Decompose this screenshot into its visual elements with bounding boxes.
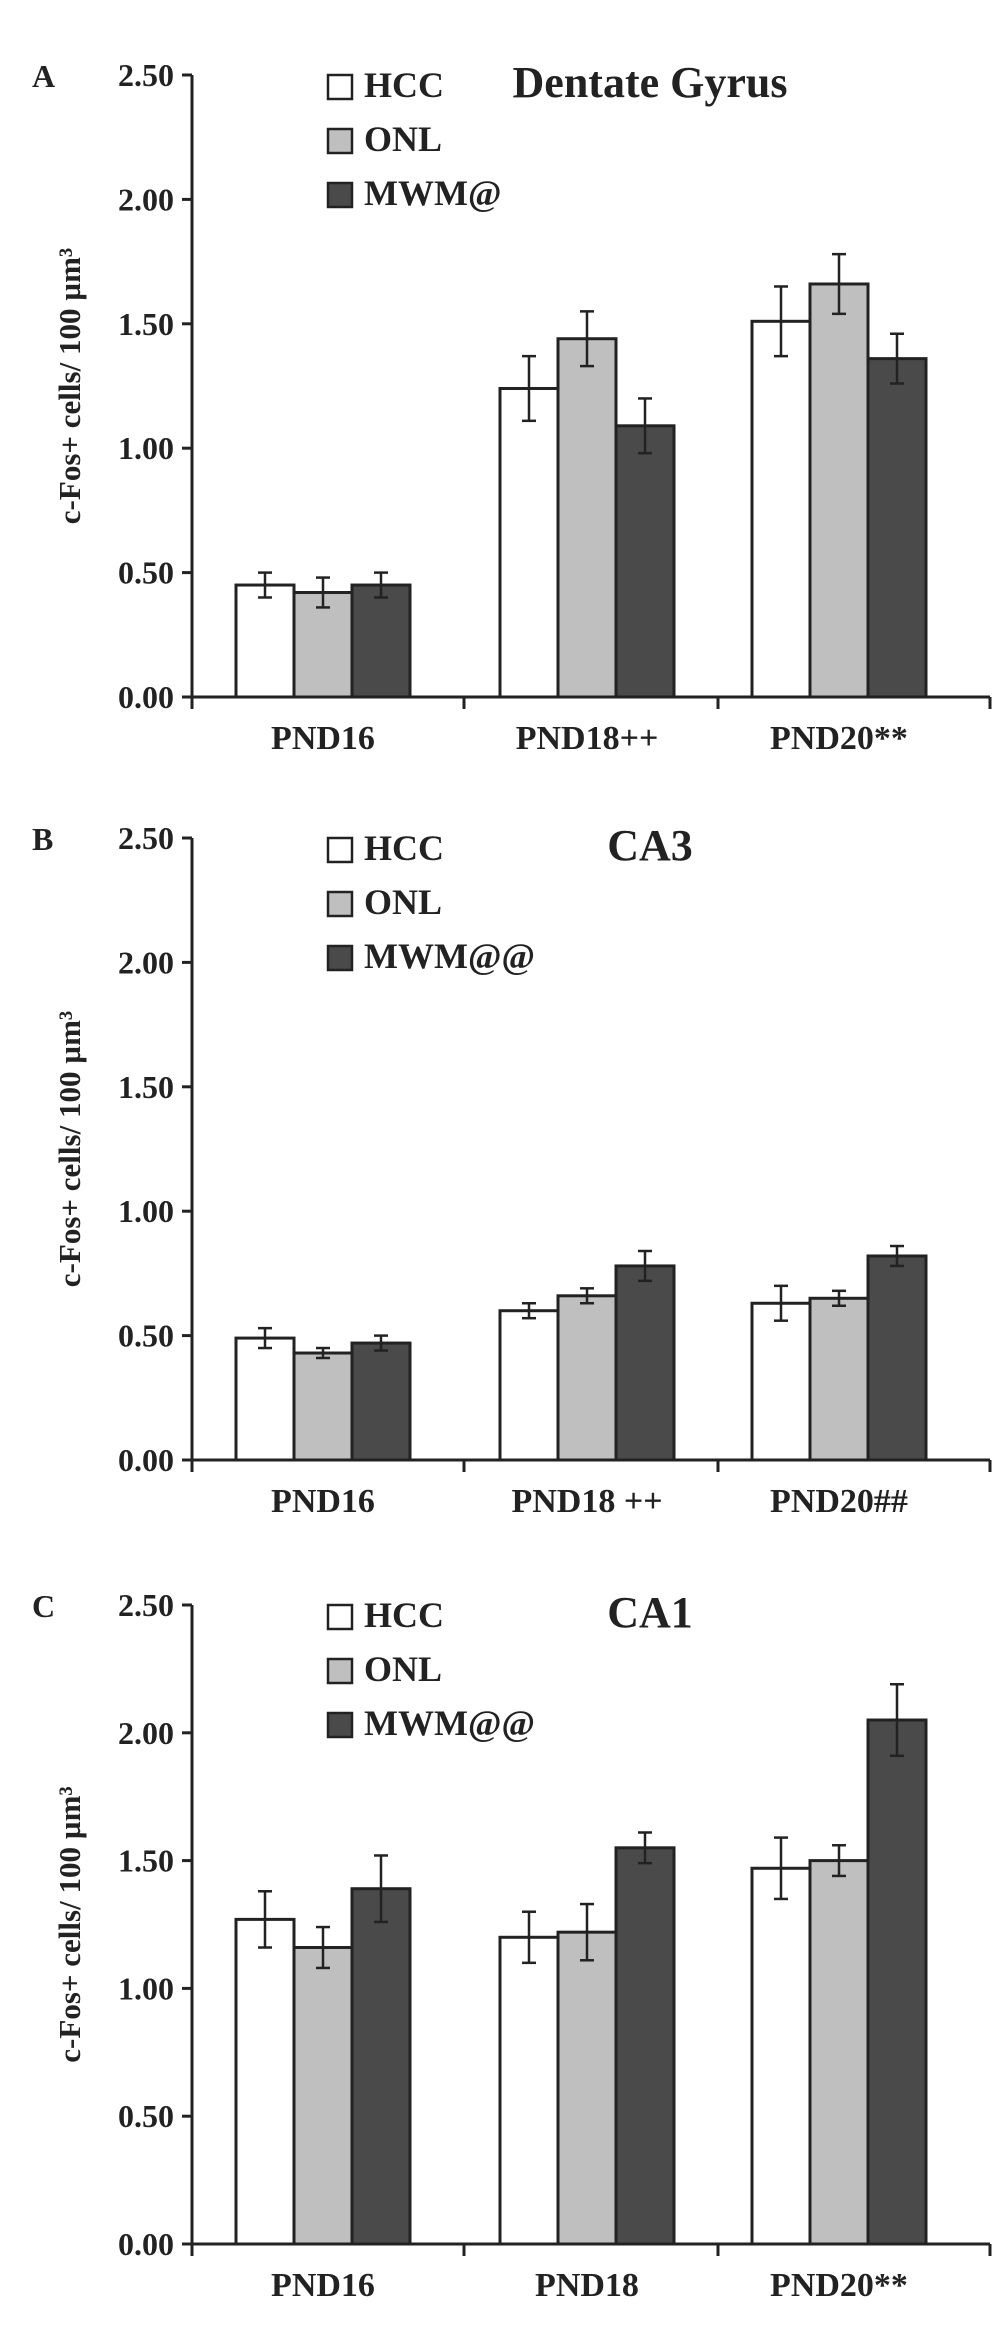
bar-onl xyxy=(556,1930,618,2246)
bar-hcc xyxy=(750,1866,812,2246)
y-tick-label: 2.00 xyxy=(118,181,174,217)
y-tick-label: 1.00 xyxy=(118,430,174,466)
legend-label: MWM@@ xyxy=(364,936,535,976)
y-tick-label: 0.00 xyxy=(118,1442,174,1478)
legend-label: HCC xyxy=(364,1595,444,1635)
legend-label: ONL xyxy=(364,882,442,922)
legend-swatch xyxy=(326,890,354,918)
legend-swatch xyxy=(326,73,354,101)
legend-label: ONL xyxy=(364,119,442,159)
legend-swatch xyxy=(326,181,354,209)
y-tick-label: 1.50 xyxy=(118,1843,174,1879)
x-category-label: PND16 xyxy=(271,1483,375,1520)
bar-hcc xyxy=(498,1935,560,2246)
chart-title: CA1 xyxy=(607,1588,693,1637)
y-tick-label: 2.50 xyxy=(118,57,174,93)
bar-mwm xyxy=(866,1718,928,2246)
bar-mwm xyxy=(350,1887,412,2246)
chart-title: CA3 xyxy=(607,821,693,870)
bar-onl xyxy=(292,1946,354,2246)
x-category-label: PND20** xyxy=(770,720,908,757)
bar-onl xyxy=(808,1859,870,2246)
bar-onl xyxy=(556,337,618,699)
x-category-label: PND20** xyxy=(770,2267,908,2304)
legend-label: MWM@@ xyxy=(364,1703,535,1743)
bar-hcc xyxy=(498,1309,560,1462)
y-axis-label: c-Fos+ cells/ 100 µm³ xyxy=(52,1011,87,1287)
legend-swatch xyxy=(326,1603,354,1631)
legend-label: HCC xyxy=(364,828,444,868)
y-tick-label: 1.50 xyxy=(118,306,174,342)
y-tick-label: 0.50 xyxy=(118,1318,174,1354)
bar-hcc xyxy=(750,1301,812,1462)
y-axis-label: c-Fos+ cells/ 100 µm³ xyxy=(52,1786,87,2062)
y-tick-label: 2.00 xyxy=(118,944,174,980)
bar-hcc xyxy=(234,1336,296,1462)
bar-onl xyxy=(808,282,870,699)
legend-swatch xyxy=(326,836,354,864)
bar-mwm xyxy=(614,424,676,699)
x-category-label: PND18 ++ xyxy=(511,1483,662,1520)
y-tick-label: 1.00 xyxy=(118,1193,174,1229)
y-tick-label: 0.00 xyxy=(118,2226,174,2262)
y-tick-label: 0.50 xyxy=(118,2098,174,2134)
bar-hcc xyxy=(234,1917,296,2246)
legend-label: HCC xyxy=(364,65,444,105)
y-tick-label: 0.50 xyxy=(118,555,174,591)
y-tick-label: 1.50 xyxy=(118,1069,174,1105)
x-category-label: PND18++ xyxy=(516,720,659,757)
bar-mwm xyxy=(350,1341,412,1462)
bar-mwm xyxy=(866,1254,928,1462)
legend-label: ONL xyxy=(364,1649,442,1689)
legend-swatch xyxy=(326,127,354,155)
legend-label: MWM@ xyxy=(364,173,501,213)
bar-hcc xyxy=(498,386,560,699)
x-category-label: PND16 xyxy=(271,720,375,757)
y-tick-label: 0.00 xyxy=(118,679,174,715)
panel-label: A xyxy=(32,58,55,94)
y-tick-label: 2.50 xyxy=(118,820,174,856)
y-axis-label: c-Fos+ cells/ 100 µm³ xyxy=(52,248,87,524)
bar-mwm xyxy=(614,1846,676,2246)
y-tick-label: 2.00 xyxy=(118,1715,174,1751)
chart-title: Dentate Gyrus xyxy=(513,58,788,107)
bar-mwm xyxy=(614,1264,676,1462)
bar-mwm xyxy=(866,357,928,699)
legend-swatch xyxy=(326,1657,354,1685)
bar-hcc xyxy=(750,319,812,699)
legend-swatch xyxy=(326,944,354,972)
bar-hcc xyxy=(234,583,296,699)
panel-label: B xyxy=(32,821,53,857)
bar-onl xyxy=(556,1294,618,1462)
x-category-label: PND20## xyxy=(770,1483,908,1520)
bar-onl xyxy=(292,1351,354,1462)
y-tick-label: 1.00 xyxy=(118,1970,174,2006)
legend-swatch xyxy=(326,1711,354,1739)
bar-mwm xyxy=(350,583,412,699)
y-tick-label: 2.50 xyxy=(118,1587,174,1623)
bar-onl xyxy=(808,1296,870,1462)
panel-label: C xyxy=(32,1588,55,1624)
x-category-label: PND16 xyxy=(271,2267,375,2304)
x-category-label: PND18 xyxy=(535,2267,639,2304)
